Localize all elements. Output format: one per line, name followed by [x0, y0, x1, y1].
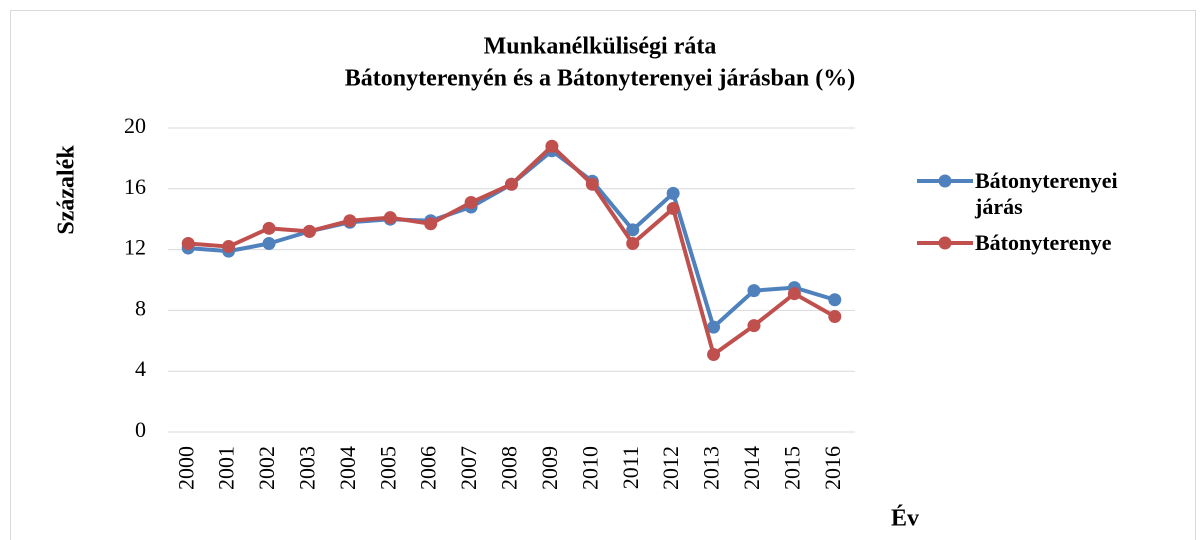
x-tick-label: 2004 [335, 446, 360, 490]
y-tick-label: 16 [124, 174, 146, 199]
data-point [707, 320, 721, 334]
x-tick-label: 2006 [416, 446, 441, 490]
x-tick-label: 2008 [497, 446, 522, 490]
legend-marker [938, 174, 952, 188]
data-point [747, 319, 761, 333]
y-tick-label: 8 [135, 295, 146, 320]
data-point [262, 237, 276, 251]
x-tick-label: 2013 [699, 446, 724, 490]
data-point [585, 177, 599, 191]
data-point [666, 202, 680, 216]
data-point [787, 287, 801, 301]
series-line [188, 144, 836, 357]
data-point [424, 217, 438, 231]
y-tick-label: 20 [124, 113, 146, 138]
x-tick-label: 2009 [537, 446, 562, 490]
x-axis-label: Év [891, 506, 919, 532]
data-point [545, 139, 559, 153]
legend-item: Bátonyterenyei járás [915, 168, 1185, 220]
legend-item: Bátonyterenye [915, 230, 1185, 256]
x-tick-label: 2007 [456, 446, 481, 490]
y-tick-label: 0 [135, 417, 146, 442]
data-point [626, 223, 640, 237]
data-point [626, 237, 640, 251]
data-point [181, 237, 195, 251]
x-tick-label: 2016 [820, 446, 845, 490]
data-point [222, 240, 236, 254]
data-point [505, 177, 518, 191]
x-tick-label: 2010 [577, 446, 602, 490]
data-point [464, 195, 478, 209]
data-point [343, 214, 357, 228]
data-point [302, 224, 316, 238]
legend-marker [938, 236, 952, 250]
y-tick-label: 4 [135, 356, 146, 381]
legend-label: Bátonyterenye [975, 230, 1112, 255]
x-tick-label: 2002 [254, 446, 279, 490]
y-tick-label: 12 [124, 235, 146, 260]
legend-swatch [917, 236, 973, 250]
chart-title: Bátonyterenyén és a Bátonyterenyei járás… [345, 66, 855, 92]
x-tick-label: 2003 [294, 446, 319, 490]
x-tick-label: 2001 [214, 446, 239, 490]
chart-title: Munkanélküliségi ráta [484, 34, 717, 60]
data-point [383, 211, 397, 225]
data-point [666, 186, 680, 200]
data-point [828, 293, 842, 307]
legend-swatch [917, 174, 973, 188]
legend: Bátonyterenyei járás Bátonyterenye [915, 168, 1185, 266]
y-axis-label: Százalék [54, 145, 80, 235]
legend-label: Bátonyterenyei járás [975, 168, 1118, 219]
series-line [188, 148, 836, 330]
x-tick-label: 2005 [375, 446, 400, 490]
data-point [707, 347, 721, 361]
data-point [747, 284, 761, 298]
data-point [262, 221, 276, 235]
x-tick-label: 2012 [658, 446, 683, 490]
data-point [828, 309, 842, 323]
x-tick-label: 2011 [618, 446, 643, 489]
x-tick-label: 2014 [739, 446, 764, 490]
chart-border [10, 10, 1196, 540]
x-tick-label: 2015 [779, 446, 804, 490]
x-tick-label: 2000 [173, 446, 198, 490]
